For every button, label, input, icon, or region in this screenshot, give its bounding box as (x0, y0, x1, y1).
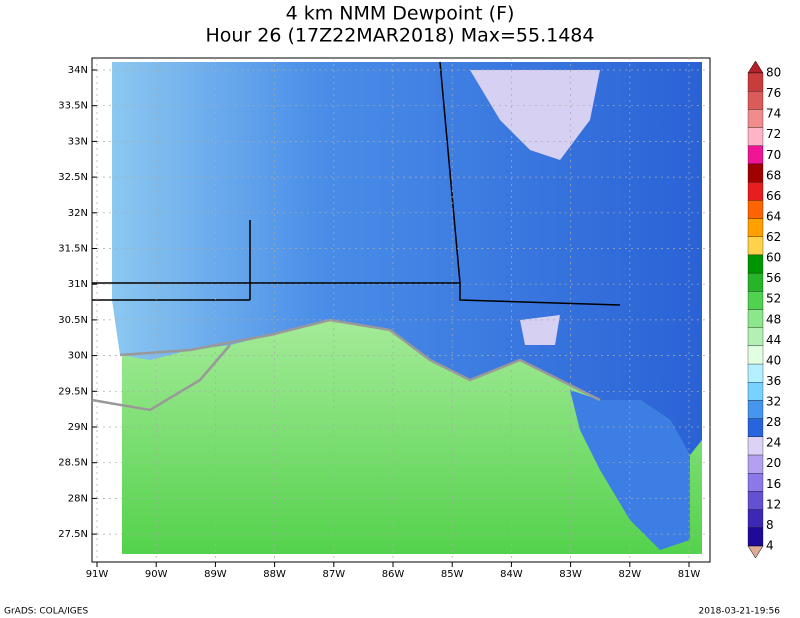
colorbar-segment (747, 145, 764, 165)
lat-label: 28.5N (58, 458, 88, 469)
colorbar-segment (747, 363, 764, 383)
colorbar-label: 64 (766, 209, 781, 223)
dry-area (470, 70, 600, 160)
lat-label: 34N (68, 65, 88, 76)
colorbar-segment (747, 291, 764, 310)
lon-label: 91W (86, 569, 109, 580)
florida-field (570, 390, 690, 550)
colorbar-label: 32 (766, 395, 781, 409)
colorbar-segment (747, 218, 764, 237)
lat-label: 31N (68, 279, 88, 290)
lat-label: 30N (68, 351, 88, 362)
colorbar-label: 24 (766, 436, 781, 450)
colorbar-label: 72 (766, 127, 781, 141)
colorbar-segment (747, 527, 764, 547)
dry-area (520, 315, 560, 345)
colorbar-segment (747, 345, 764, 365)
title-line: 4 km NMM Dewpoint (F) (286, 3, 515, 25)
colorbar-label: 76 (766, 86, 781, 100)
colorbar-segment (747, 91, 764, 110)
colorbar-label: 66 (766, 189, 781, 203)
colorbar-label: 80 (766, 66, 781, 80)
lat-label: 32N (68, 208, 88, 219)
colorbar-label: 8 (766, 518, 774, 532)
colorbar: 8076747270686664626056524844403632282420… (747, 60, 781, 559)
coastline (91, 318, 601, 412)
colorbar-label: 20 (766, 456, 781, 470)
colorbar-segment (747, 163, 764, 183)
lon-label: 81W (678, 569, 701, 580)
axes: 34N 33.5N 33N 32.5N 32N 31.5N 31N 30.5N 30N 29.5N… (58, 58, 710, 580)
colorbar-label: 68 (766, 168, 781, 182)
footer-right: 2018-03-21-19:56 (699, 607, 781, 617)
colorbar-segment (747, 109, 764, 128)
colorbar-segment (747, 254, 764, 274)
colorbar-end (747, 545, 764, 559)
title-line: Hour 26 (17Z22MAR2018) Max=55.1484 (206, 25, 595, 47)
colorbar-label: 12 (766, 497, 781, 511)
lat-label: 29.5N (58, 386, 88, 397)
colorbar-label: 16 (766, 477, 781, 491)
colorbar-segment (747, 309, 764, 328)
colorbar-label: 74 (766, 107, 781, 121)
lon-label: 86W (382, 569, 405, 580)
colorbar-segment (747, 272, 764, 292)
lon-label: 89W (204, 569, 227, 580)
colorbar-label: 36 (766, 374, 781, 388)
colorbar-label: 28 (766, 415, 781, 429)
colorbar-segment (747, 127, 764, 146)
lon-label: 82W (618, 569, 641, 580)
colorbar-label: 60 (766, 251, 781, 265)
state-border (92, 61, 621, 306)
colorbar-segment (747, 509, 764, 528)
lon-label: 88W (263, 569, 286, 580)
colorbar-label: 70 (766, 148, 781, 162)
lon-label: 85W (441, 569, 464, 580)
colorbar-end (747, 60, 764, 74)
lat-label: 31.5N (58, 244, 88, 255)
lat-label: 33.5N (58, 101, 88, 112)
lat-label: 32.5N (58, 172, 88, 183)
lat-label: 29N (68, 422, 88, 433)
footer-left: GrADS: COLA/IGES (4, 607, 88, 617)
land-field (112, 62, 702, 455)
colorbar-segment (747, 436, 764, 456)
colorbar-label: 62 (766, 230, 781, 244)
map (91, 57, 711, 563)
colorbar-label: 4 (766, 539, 774, 553)
colorbar-segment (747, 473, 764, 492)
lat-label: 30.5N (58, 315, 88, 326)
colorbar-label: 48 (766, 312, 781, 326)
lon-label: 87W (322, 569, 345, 580)
lon-label: 83W (559, 569, 582, 580)
colorbar-segment (747, 236, 764, 256)
colorbar-label: 56 (766, 271, 781, 285)
colorbar-label: 52 (766, 292, 781, 306)
lon-label: 90W (145, 569, 168, 580)
colorbar-segment (747, 491, 764, 510)
colorbar-label: 44 (766, 333, 781, 347)
colorbar-segment (747, 400, 764, 419)
colorbar-segment (747, 200, 764, 219)
colorbar-segment (747, 454, 764, 474)
colorbar-segment (747, 418, 764, 437)
lat-label: 27.5N (58, 529, 88, 540)
colorbar-segment (747, 382, 764, 401)
colorbar-segment (747, 182, 764, 201)
lat-label: 28N (68, 493, 88, 504)
colorbar-segment (747, 72, 764, 92)
lon-label: 84W (500, 569, 523, 580)
lat-label: 33N (68, 136, 88, 147)
colorbar-label: 40 (766, 353, 781, 367)
colorbar-segment (747, 327, 764, 347)
